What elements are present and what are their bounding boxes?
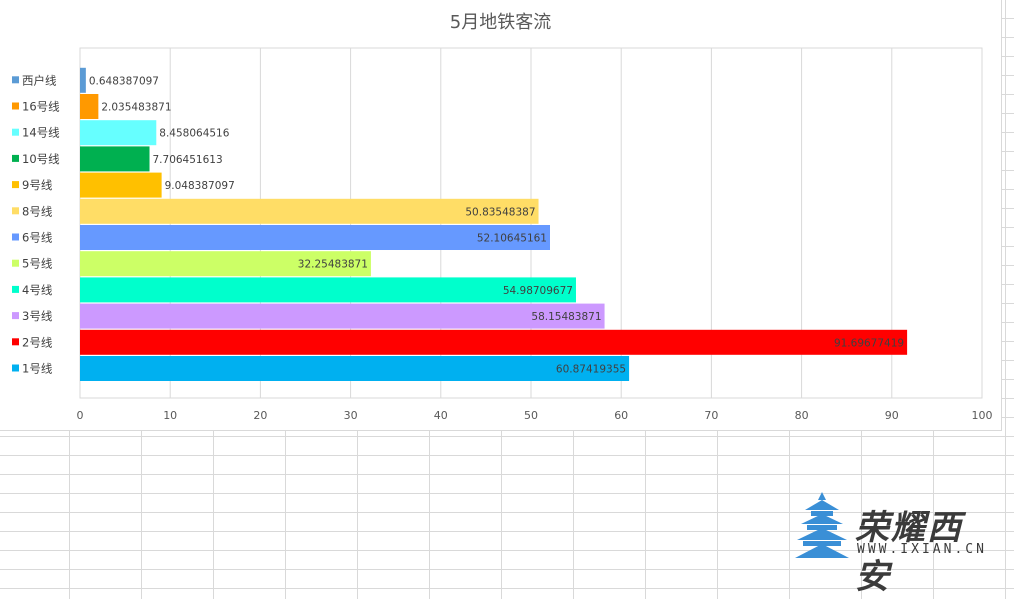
data-label: 9.048387097 xyxy=(165,180,235,192)
bar-西户线 xyxy=(80,67,86,93)
category-label: 5号线 xyxy=(22,257,53,271)
legend-marker xyxy=(12,364,19,372)
watermark: 荣耀西安 WWW.IXIAN.CN xyxy=(795,490,995,597)
bar-9号线 xyxy=(80,172,162,198)
legend-marker xyxy=(12,181,19,189)
data-label: 54.98709677 xyxy=(503,285,573,297)
x-tick-label: 100 xyxy=(972,409,993,422)
category-label: 14号线 xyxy=(22,126,60,140)
legend-marker xyxy=(12,233,19,241)
category-label: 4号线 xyxy=(22,283,53,297)
bar-3号线 xyxy=(80,303,605,329)
legend-marker xyxy=(12,128,19,136)
legend-marker xyxy=(12,338,19,346)
bar-16号线 xyxy=(80,94,99,119)
data-label: 0.648387097 xyxy=(89,75,159,87)
bar-4号线 xyxy=(80,277,576,303)
data-label: 32.25483871 xyxy=(298,259,368,271)
data-label: 91.69677419 xyxy=(834,337,904,349)
data-label: 52.10645161 xyxy=(477,233,547,245)
bar-2号线 xyxy=(80,329,908,355)
legend-marker xyxy=(12,207,19,215)
legend-marker xyxy=(12,312,19,320)
category-label: 6号线 xyxy=(22,231,53,245)
data-label: 7.706451613 xyxy=(153,154,223,166)
legend-marker xyxy=(12,76,19,84)
category-label: 3号线 xyxy=(22,309,53,323)
bar-5号线 xyxy=(80,251,371,277)
x-tick-label: 80 xyxy=(795,409,809,422)
x-tick-label: 40 xyxy=(434,409,448,422)
watermark-url: WWW.IXIAN.CN xyxy=(857,542,987,557)
bar-chart: 0 10 20 30 40 50 60 70 80 90 100 60.87419355 1号线 91.6… xyxy=(12,47,993,422)
data-label: 60.87419355 xyxy=(556,364,626,376)
x-tick-label: 30 xyxy=(344,409,358,422)
category-label: 8号线 xyxy=(22,204,53,218)
bar-1号线 xyxy=(80,356,630,381)
watermark-text: 荣耀西安 xyxy=(855,508,963,597)
x-tick-label: 0 xyxy=(77,409,84,422)
bar-10号线 xyxy=(80,146,150,172)
chart-area[interactable]: 5月地铁客流 0 10 20 30 40 50 60 70 80 90 100 60.87419355… xyxy=(0,0,1002,431)
data-label: 58.15483871 xyxy=(531,311,601,323)
pagoda-logo-icon xyxy=(795,492,849,558)
category-label: 西户线 xyxy=(22,73,57,87)
bar-14号线 xyxy=(80,120,157,146)
legend-marker xyxy=(12,102,19,110)
category-label: 10号线 xyxy=(22,152,60,166)
bar-8号线 xyxy=(80,198,539,224)
x-tick-label: 50 xyxy=(524,409,538,422)
legend-marker xyxy=(12,154,19,162)
x-tick-label: 10 xyxy=(163,409,177,422)
category-label: 9号线 xyxy=(22,178,53,192)
category-label: 2号线 xyxy=(22,335,53,349)
x-tick-label: 60 xyxy=(614,409,628,422)
chart-title: 5月地铁客流 xyxy=(449,12,552,33)
x-tick-label: 70 xyxy=(704,409,718,422)
category-label: 1号线 xyxy=(22,362,53,376)
data-label: 8.458064516 xyxy=(159,128,229,140)
x-tick-label: 20 xyxy=(253,409,267,422)
legend-marker xyxy=(12,259,19,267)
data-label: 50.83548387 xyxy=(465,206,535,218)
x-tick-label: 90 xyxy=(885,409,899,422)
category-label: 16号线 xyxy=(22,100,60,114)
bar-6号线 xyxy=(80,225,551,250)
data-label: 2.035483871 xyxy=(101,102,171,114)
legend-marker xyxy=(12,285,19,293)
